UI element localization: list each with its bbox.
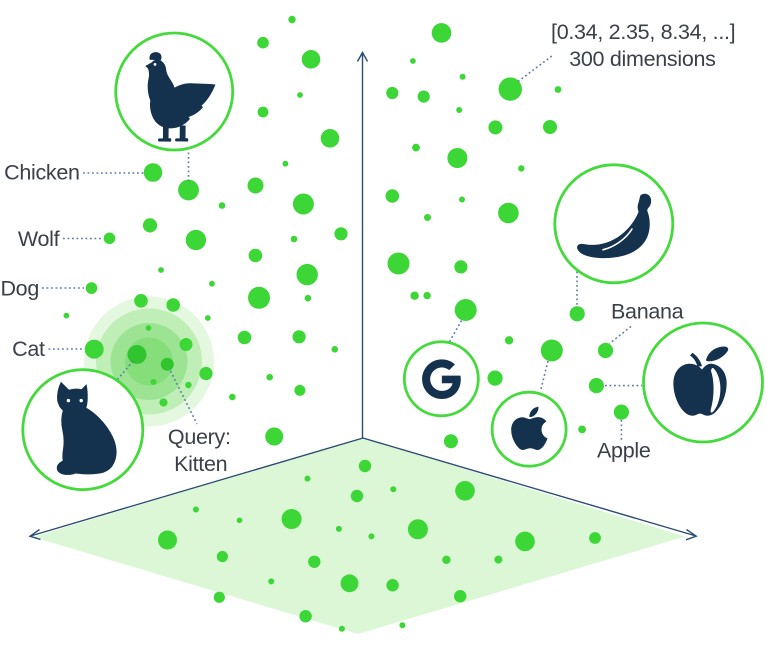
svg-text:Query:: Query: — [168, 425, 231, 449]
svg-text:Chicken: Chicken — [4, 161, 80, 185]
svg-text:Dog: Dog — [0, 277, 39, 301]
svg-text:Apple: Apple — [597, 439, 651, 463]
svg-text:Cat: Cat — [12, 337, 45, 361]
svg-text:Banana: Banana — [611, 299, 684, 323]
svg-text:300 dimensions: 300 dimensions — [569, 47, 715, 71]
svg-text:[0.34, 2.35, 8.34, ...]: [0.34, 2.35, 8.34, ...] — [551, 20, 735, 44]
svg-text:Wolf: Wolf — [18, 227, 60, 251]
svg-text:Kitten: Kitten — [174, 452, 227, 476]
